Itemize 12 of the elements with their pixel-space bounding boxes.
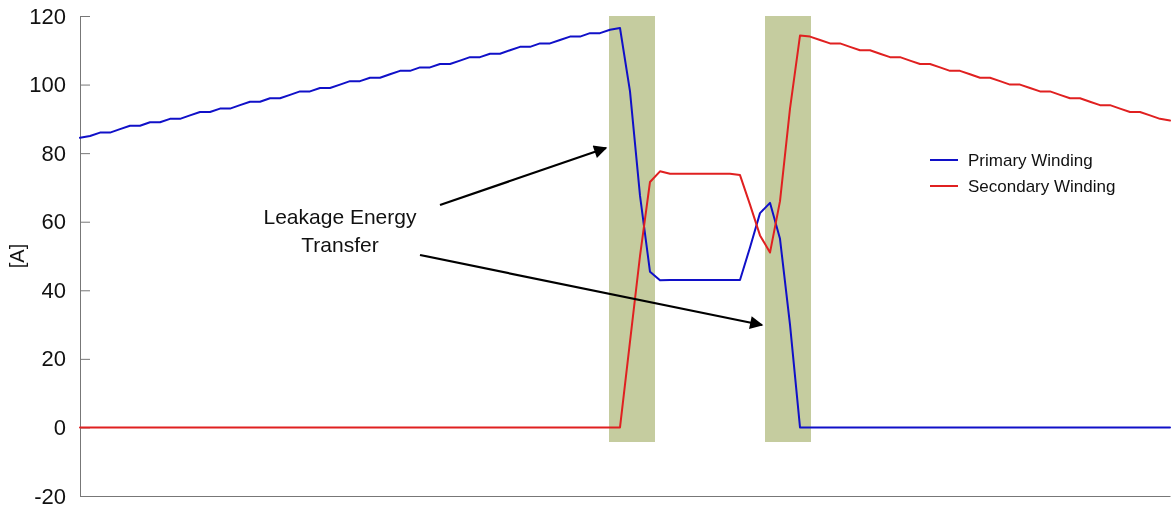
y-tick-label: 120 (29, 3, 66, 29)
y-axis-title: [A] (6, 243, 28, 269)
annotation: Leakage Energy Transfer (263, 205, 417, 256)
legend-label: Primary Winding (968, 151, 1093, 170)
y-tick-label: 80 (41, 140, 66, 166)
y-tick-label: -20 (34, 483, 66, 509)
y-tick-label: 40 (41, 277, 66, 303)
y-tick-label: 0 (53, 414, 66, 440)
y-tick-label: 20 (41, 346, 66, 372)
y-tick-label: 100 (29, 72, 66, 98)
legend-label: Secondary Winding (968, 177, 1116, 196)
y-tick-label: 60 (41, 209, 66, 235)
